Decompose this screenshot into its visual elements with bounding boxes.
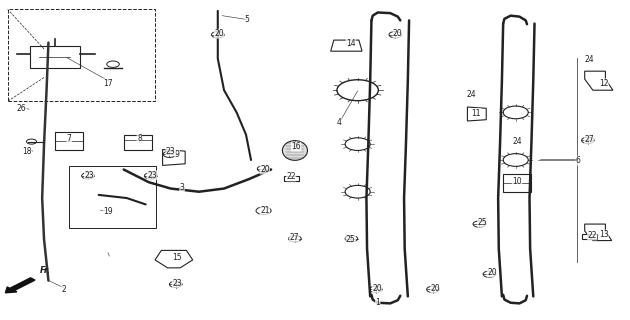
Text: 2: 2 xyxy=(62,285,67,294)
Text: 7: 7 xyxy=(67,134,72,143)
Text: 24: 24 xyxy=(584,55,594,64)
Text: 20: 20 xyxy=(260,165,270,174)
Text: 20: 20 xyxy=(214,29,224,38)
Text: 21: 21 xyxy=(260,206,270,215)
Bar xyxy=(69,166,156,228)
Text: 25: 25 xyxy=(346,235,355,244)
Bar xyxy=(284,176,299,181)
Text: 27: 27 xyxy=(584,135,594,144)
Text: 22: 22 xyxy=(287,172,296,181)
Bar xyxy=(582,234,597,239)
Text: 6: 6 xyxy=(576,156,581,165)
Ellipse shape xyxy=(282,141,307,160)
Text: 23: 23 xyxy=(147,171,157,180)
Text: 4: 4 xyxy=(336,118,341,127)
FancyArrow shape xyxy=(6,278,35,293)
Text: 8: 8 xyxy=(137,134,142,143)
Text: 24: 24 xyxy=(512,137,522,146)
Text: 20: 20 xyxy=(393,29,403,38)
Text: 13: 13 xyxy=(598,230,609,239)
Text: 16: 16 xyxy=(291,142,301,151)
Bar xyxy=(30,46,80,68)
Text: 23: 23 xyxy=(166,147,176,156)
Text: 12: 12 xyxy=(598,79,609,88)
Text: 1: 1 xyxy=(375,298,380,307)
Text: 23: 23 xyxy=(172,279,182,288)
Text: 26: 26 xyxy=(16,104,26,113)
Text: 14: 14 xyxy=(346,39,355,48)
Text: 20: 20 xyxy=(431,284,440,293)
Text: 18: 18 xyxy=(21,147,32,156)
Text: 22: 22 xyxy=(588,231,597,240)
Text: 9: 9 xyxy=(175,150,180,159)
Text: 10: 10 xyxy=(512,177,522,186)
Text: 20: 20 xyxy=(487,268,496,277)
Text: 11: 11 xyxy=(471,108,481,117)
Bar xyxy=(503,174,530,192)
Text: 25: 25 xyxy=(478,218,487,227)
Bar xyxy=(8,9,155,101)
Text: 19: 19 xyxy=(103,207,113,216)
Text: 3: 3 xyxy=(180,183,185,192)
Text: 17: 17 xyxy=(103,79,113,88)
Bar xyxy=(55,132,83,150)
Text: 15: 15 xyxy=(172,253,182,262)
Bar xyxy=(124,135,152,150)
Text: 5: 5 xyxy=(245,15,249,24)
Text: 20: 20 xyxy=(372,284,382,293)
Text: 24: 24 xyxy=(467,90,477,99)
Text: Fr.: Fr. xyxy=(40,266,51,275)
Text: 23: 23 xyxy=(84,171,94,180)
Text: 27: 27 xyxy=(290,233,299,242)
